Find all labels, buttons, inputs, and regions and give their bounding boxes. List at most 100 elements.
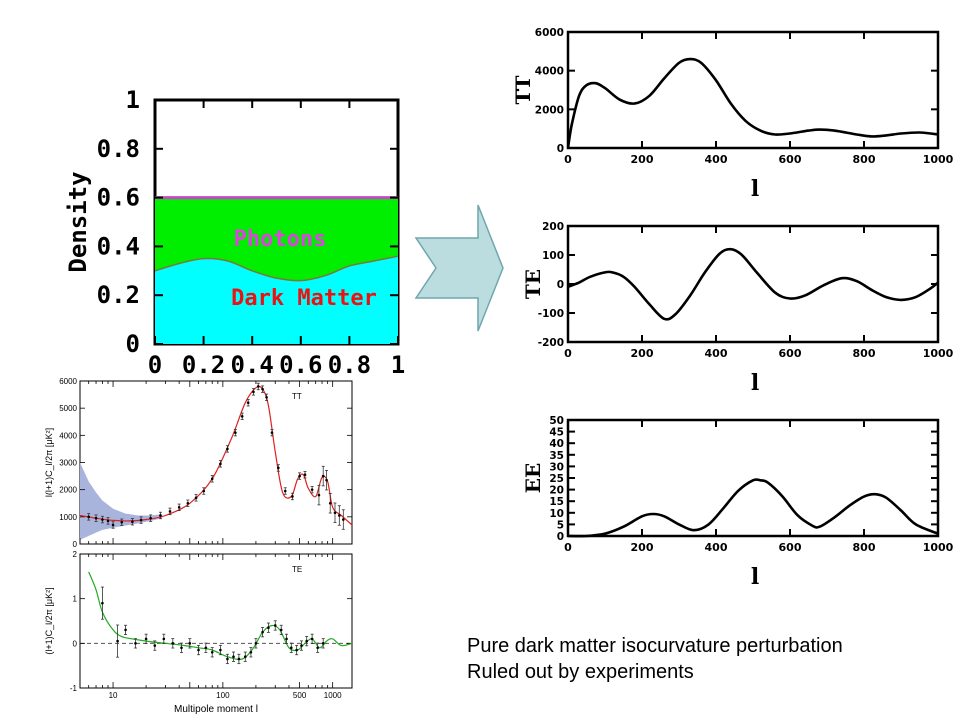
theory_ee-ytick-label: 25 (549, 473, 564, 485)
planck_te-data-point (289, 642, 293, 653)
theory_te-frame (566, 224, 940, 344)
planck_te-frame (79, 553, 353, 689)
theory_tt-xtick-label: 400 (705, 153, 728, 166)
planck_te-data-point (218, 644, 222, 656)
planck_tt-data-point (246, 399, 250, 407)
planck_te-data-point (254, 638, 258, 649)
planck_te-data-point (100, 586, 104, 620)
planck_te-data-point (144, 633, 148, 644)
planck_tt-data-point (317, 484, 321, 506)
planck_te-data-point (162, 633, 166, 644)
right-arrow-icon (414, 204, 504, 332)
planck_te-data-point (266, 622, 270, 633)
theory_ee-ytick-label: 30 (549, 461, 564, 473)
planck_tt-ytick-label: 1000 (59, 513, 77, 522)
planck_tt-ytick-label: 2000 (59, 486, 77, 495)
planck_te-data-point (299, 640, 303, 651)
planck_tt-data-point (298, 472, 302, 480)
theory_ee-curve (567, 478, 939, 538)
density-ytick-label: 0.6 (97, 184, 140, 212)
theory_ee-xlabel: l (751, 564, 759, 590)
planck_te-data-point (124, 624, 128, 636)
planck_te-data-point (295, 644, 299, 656)
theory-te-chart: 0 200 400 600 800 1000 -200 -100 0 100 200 TE l (521, 221, 954, 396)
planck_tt-data-point (265, 393, 269, 401)
theory_te-xtick-label: 400 (705, 347, 728, 360)
theory_tt-xtick-label: 600 (779, 153, 802, 166)
theory_te-ylabel: TE (521, 269, 545, 299)
planck_tt-data-point (310, 486, 314, 494)
density-ytick-label: 0.2 (97, 281, 140, 309)
caption-line-1: Pure dark matter isocurvature perturbati… (467, 635, 843, 657)
planck_tt-ytick-label: 0 (73, 540, 78, 549)
theory_te-ytick-label: -100 (538, 308, 564, 320)
planck_tt-data-point (321, 465, 325, 487)
theory_ee-ytick-label: 40 (549, 438, 564, 450)
planck_tt-data-point (210, 475, 214, 483)
planck_tt-data-point (186, 499, 190, 507)
planck_te-ylabel: (l+1)C_l/2π [μK²] (44, 587, 54, 654)
planck_tt-data-point (337, 505, 341, 526)
planck_tt-model-curve (79, 385, 353, 526)
theory_tt-ytick-label: 2000 (535, 104, 564, 116)
planck_tt-data-point (177, 503, 181, 511)
theory_ee-xtick-label: 200 (631, 541, 654, 554)
density-xtick-label: 0.6 (279, 351, 322, 379)
theory_ee-xtick-label: 800 (853, 541, 876, 554)
planck_tt-ylabel: l(l+1)C_l/2π [μK²] (44, 428, 54, 497)
density-ytick-label: 0.8 (97, 135, 140, 163)
dark-matter-label: Dark Matter (231, 286, 377, 311)
planck_te-data-point (153, 640, 157, 651)
planck_te-data-point (196, 644, 200, 656)
theory_tt-frame (566, 30, 940, 150)
density-ytick-label: 0.4 (97, 232, 140, 260)
density-xtick-label: 1 (391, 351, 405, 379)
theory_ee-xtick-label: 400 (705, 541, 728, 554)
density-ytick-label: 1 (126, 86, 140, 114)
planck_te-data-point (273, 620, 277, 631)
planck_te-data-point (188, 638, 192, 649)
dark-matter-area (155, 256, 398, 344)
planck_te-ytick-label: -1 (70, 684, 78, 693)
planck_tt-data-point (303, 471, 307, 479)
planck_tt-data-point (328, 493, 332, 514)
theory_ee-frame (566, 418, 940, 538)
planck_tt-ytick-label: 6000 (59, 377, 77, 386)
theory_te-ytick-label: 200 (542, 221, 564, 233)
planck_tt-data-point (333, 502, 337, 523)
planck_te-xtick-label: 100 (216, 691, 230, 700)
theory_tt-xtick-label: 200 (631, 153, 654, 166)
planck_tt-data-point (94, 514, 98, 522)
planck_te-xtick-label: 500 (293, 691, 307, 700)
planck_te-data-point (305, 636, 309, 647)
planck_tt-data-point (106, 517, 110, 525)
theory_tt-xtick-label: 1000 (923, 153, 954, 166)
theory_ee-ytick-label: 45 (549, 427, 564, 439)
planck_tt-data-point (233, 428, 237, 437)
density-ylabel: Density (64, 171, 92, 272)
planck_te-data-point (279, 624, 283, 636)
planck_te-data-point (310, 633, 314, 644)
planck_tt-data-point (194, 494, 198, 502)
planck_tt-ytick-label: 5000 (59, 404, 77, 413)
planck-te-chart: -1 0 1 2 10 100 500 1000 TE (l+1)C_l/2π [μK²] Mult… (44, 550, 353, 715)
planck_tt-data-point (290, 492, 294, 501)
theory_te-ytick-label: 100 (542, 250, 564, 262)
planck_tt-data-point (251, 388, 255, 396)
theory_ee-xtick-label: 1000 (923, 541, 954, 554)
planck_tt-data-point (325, 469, 329, 491)
theory_tt-xlabel: l (751, 176, 759, 202)
theory_ee-ytick-label: 0 (557, 531, 564, 543)
planck_te-xtick-label: 10 (109, 691, 118, 700)
planck_te-data-point (210, 647, 214, 658)
theory_tt-curve (566, 57, 939, 149)
planck_tt-data-point (256, 382, 260, 391)
planck_tt-data-point (202, 487, 206, 495)
theory_te-ytick-label: -200 (538, 337, 564, 349)
planck_te-data-point (321, 638, 325, 649)
theory_ee-xtick-label: 0 (564, 541, 572, 554)
planck_te-ytick-label: 2 (73, 550, 78, 559)
caption-line-2: Ruled out by experiments (467, 661, 694, 683)
theory_ee-ytick-label: 5 (557, 519, 564, 531)
theory_tt-ytick-label: 0 (557, 143, 564, 155)
